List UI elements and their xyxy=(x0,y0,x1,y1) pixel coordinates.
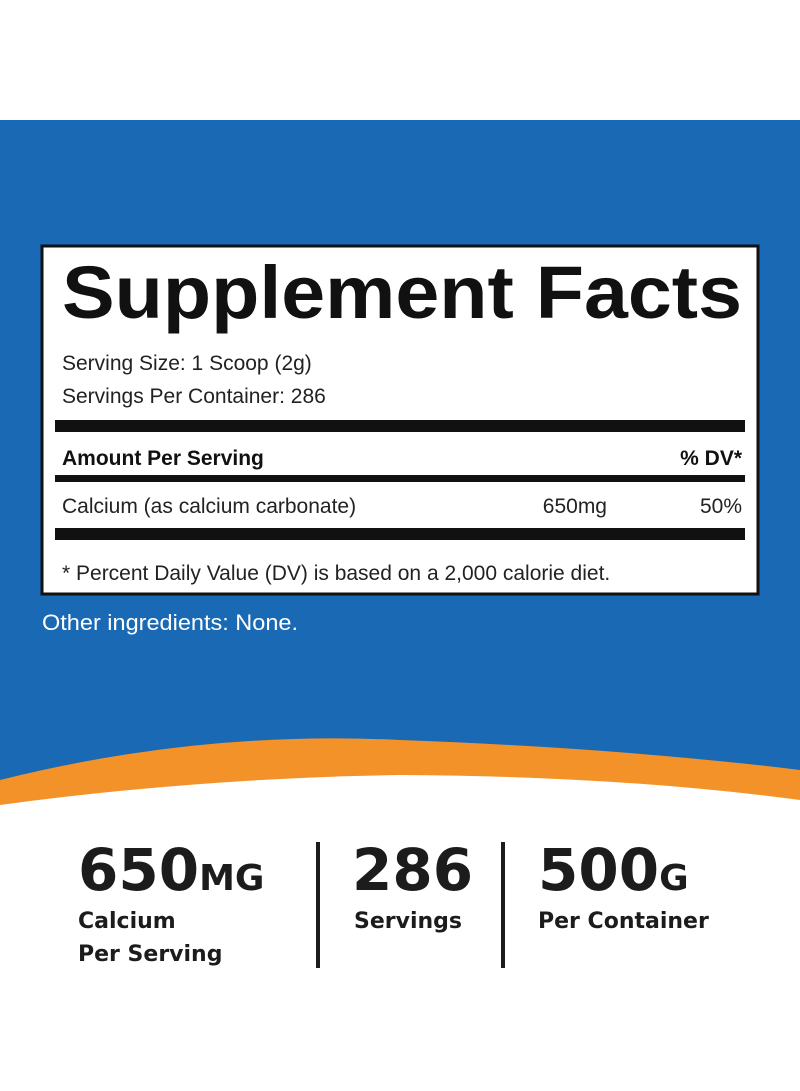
stat-number: 650 xyxy=(78,836,199,904)
stat-number: 286 xyxy=(352,836,473,904)
servings-per-container: Servings Per Container: 286 xyxy=(62,385,326,408)
stat-label: Per Serving xyxy=(78,942,222,967)
dv-header: % DV* xyxy=(680,447,743,470)
stat-label: Per Container xyxy=(538,909,709,934)
amount-header: Amount Per Serving xyxy=(62,447,264,470)
rule xyxy=(55,528,745,540)
nutrient-amount: 650mg xyxy=(543,495,607,518)
facts-title: Supplement Facts xyxy=(62,251,742,334)
stat-unit: G xyxy=(659,858,689,899)
stat-label: Servings xyxy=(354,909,462,934)
footnote: * Percent Daily Value (DV) is based on a… xyxy=(62,562,610,585)
nutrient-name: Calcium (as calcium carbonate) xyxy=(62,495,356,518)
stat-value: 500G xyxy=(538,836,689,904)
rule xyxy=(55,420,745,432)
stat-value: 650MG xyxy=(78,836,264,904)
stat-unit: MG xyxy=(199,858,264,899)
serving-size: Serving Size: 1 Scoop (2g) xyxy=(62,352,312,375)
nutrient-dv: 50% xyxy=(700,495,742,518)
white-base xyxy=(0,775,800,1091)
stat-label: Calcium xyxy=(78,909,176,934)
other-ingredients: Other ingredients: None. xyxy=(42,610,298,635)
stat-number: 500 xyxy=(538,836,659,904)
rule xyxy=(55,475,745,482)
